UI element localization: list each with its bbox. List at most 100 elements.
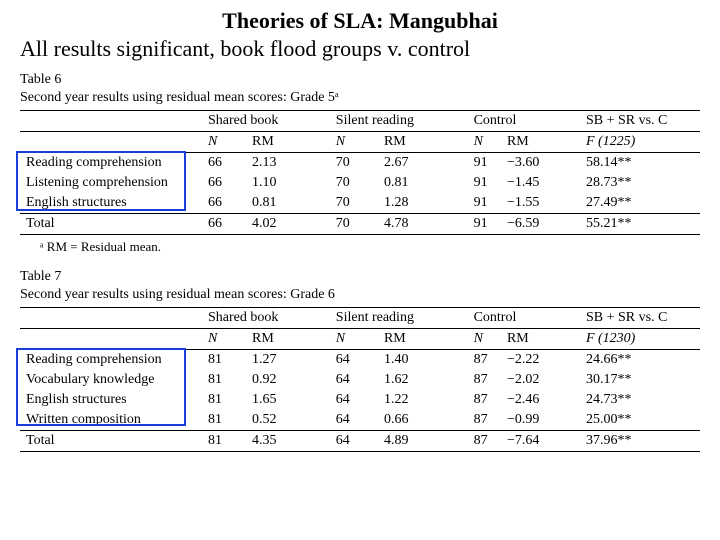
cell <box>446 410 468 431</box>
cell: −1.45 <box>501 173 558 193</box>
cell: −7.64 <box>501 431 558 452</box>
col-header: Control <box>468 308 558 329</box>
cell: 87 <box>468 390 501 410</box>
cell <box>558 153 580 174</box>
cell <box>308 390 330 410</box>
table-row: English structures660.81701.2891−1.5527.… <box>20 193 700 214</box>
cell <box>308 370 330 390</box>
sub-header: RM <box>501 329 558 350</box>
table6-footnote: ᵃ RM = Residual mean. <box>40 239 700 255</box>
cell <box>308 153 330 174</box>
row-label: Listening comprehension <box>20 173 202 193</box>
table7-label: Table 7 <box>20 269 700 285</box>
cell: 70 <box>330 153 378 174</box>
col-header: Silent reading <box>330 111 446 132</box>
sub-header: N <box>330 132 378 153</box>
cell: 70 <box>330 173 378 193</box>
cell: 1.65 <box>246 390 308 410</box>
cell: 24.66** <box>580 350 700 371</box>
cell: 2.13 <box>246 153 308 174</box>
sub-header: N <box>330 329 378 350</box>
cell <box>308 410 330 431</box>
cell: 27.49** <box>580 193 700 214</box>
sub-header: N <box>468 132 501 153</box>
table7: Shared book Silent reading Control SB + … <box>20 307 700 452</box>
row-label: Reading comprehension <box>20 153 202 174</box>
col-header: SB + SR vs. C <box>580 111 700 132</box>
cell: 4.78 <box>378 214 446 235</box>
table-row: English structures811.65641.2287−2.4624.… <box>20 390 700 410</box>
cell: 64 <box>330 370 378 390</box>
cell: 0.52 <box>246 410 308 431</box>
cell: 81 <box>202 370 246 390</box>
cell <box>308 193 330 214</box>
sub-header: RM <box>246 132 308 153</box>
cell: 64 <box>330 410 378 431</box>
cell <box>446 390 468 410</box>
cell: −2.46 <box>501 390 558 410</box>
cell: 2.67 <box>378 153 446 174</box>
cell: 1.22 <box>378 390 446 410</box>
sub-header: N <box>468 329 501 350</box>
sub-header: RM <box>378 329 446 350</box>
cell: 70 <box>330 214 378 235</box>
cell <box>446 173 468 193</box>
cell <box>446 370 468 390</box>
cell: 4.89 <box>378 431 446 452</box>
cell: 58.14** <box>580 153 700 174</box>
col-header: Shared book <box>202 308 308 329</box>
cell: 66 <box>202 193 246 214</box>
cell: 0.66 <box>378 410 446 431</box>
cell: 66 <box>202 173 246 193</box>
sub-header: RM <box>501 132 558 153</box>
table6-label: Table 6 <box>20 72 700 88</box>
cell: 24.73** <box>580 390 700 410</box>
cell: 1.10 <box>246 173 308 193</box>
cell <box>558 193 580 214</box>
table-row: Reading comprehension811.27641.4087−2.22… <box>20 350 700 371</box>
cell: 1.62 <box>378 370 446 390</box>
row-label: Reading comprehension <box>20 350 202 371</box>
col-header: SB + SR vs. C <box>580 308 700 329</box>
cell <box>446 193 468 214</box>
cell <box>308 173 330 193</box>
cell: 81 <box>202 410 246 431</box>
cell: 1.40 <box>378 350 446 371</box>
cell: 37.96** <box>580 431 700 452</box>
cell: −2.22 <box>501 350 558 371</box>
cell: 91 <box>468 214 501 235</box>
sub-header: N <box>202 132 246 153</box>
sub-header: RM <box>246 329 308 350</box>
cell: 0.81 <box>246 193 308 214</box>
table-row: Written composition810.52640.6687−0.9925… <box>20 410 700 431</box>
cell: 1.27 <box>246 350 308 371</box>
cell: 87 <box>468 431 501 452</box>
cell: 25.00** <box>580 410 700 431</box>
cell: 91 <box>468 153 501 174</box>
table-row: Listening comprehension661.10 700.81 91−1.… <box>20 173 700 193</box>
page-subtitle: All results significant, book flood grou… <box>20 36 700 62</box>
cell: 81 <box>202 350 246 371</box>
cell <box>558 173 580 193</box>
sub-header: F (1230) <box>580 329 700 350</box>
row-label: English structures <box>20 390 202 410</box>
row-label: Vocabulary knowledge <box>20 370 202 390</box>
row-label: Written composition <box>20 410 202 431</box>
cell: 87 <box>468 410 501 431</box>
cell: 70 <box>330 193 378 214</box>
table6: Shared book Silent reading Control SB + … <box>20 110 700 235</box>
table-row: Reading comprehension662.13702.6791−3.60… <box>20 153 700 174</box>
table-row: Vocabulary knowledge810.92641.6287−2.023… <box>20 370 700 390</box>
row-label: English structures <box>20 193 202 214</box>
cell: 30.17** <box>580 370 700 390</box>
page-title: Theories of SLA: Mangubhai <box>20 8 700 34</box>
cell: 64 <box>330 390 378 410</box>
cell: 0.81 <box>378 173 446 193</box>
cell <box>308 350 330 371</box>
cell: 1.28 <box>378 193 446 214</box>
cell: 91 <box>468 173 501 193</box>
cell: 28.73** <box>580 173 700 193</box>
cell: 64 <box>330 350 378 371</box>
table6-caption: Second year results using residual mean … <box>20 90 700 106</box>
sub-header: RM <box>378 132 446 153</box>
